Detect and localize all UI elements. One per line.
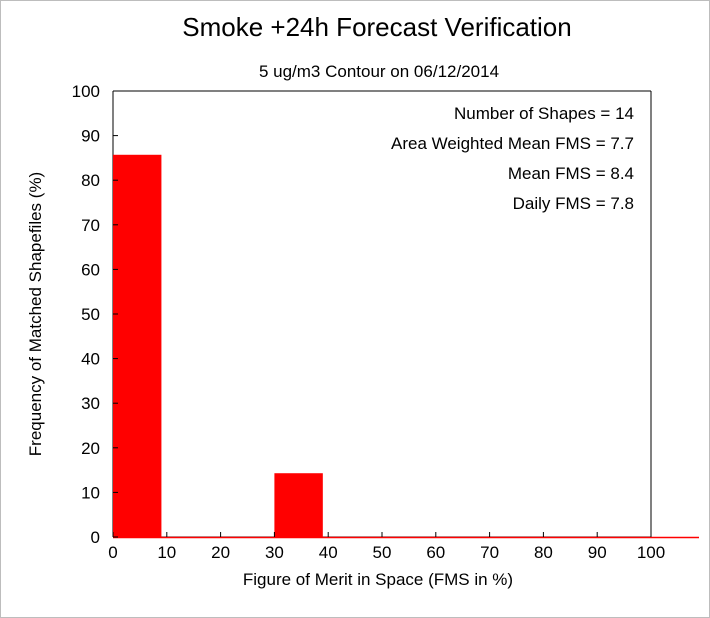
- x-tick-label: 60: [426, 543, 445, 562]
- y-tick-label: 10: [81, 483, 100, 502]
- x-axis-ticks: 0 10 20 30 40 50 60 70 80 90 100: [108, 532, 665, 562]
- stat-annotation: Mean FMS = 8.4: [508, 164, 634, 183]
- x-tick-label: 100: [637, 543, 665, 562]
- chart-subtitle: 5 ug/m3 Contour on 06/12/2014: [259, 62, 499, 81]
- y-tick-label: 100: [72, 82, 100, 101]
- x-tick-label: 40: [319, 543, 338, 562]
- y-tick-label: 20: [81, 439, 100, 458]
- bar-30-40: [274, 473, 323, 537]
- x-axis-label: Figure of Merit in Space (FMS in %): [243, 570, 513, 589]
- x-tick-label: 80: [534, 543, 553, 562]
- x-tick-label: 70: [480, 543, 499, 562]
- y-tick-label: 80: [81, 171, 100, 190]
- y-axis-ticks: 0 10 20 30 40 50 60 70 80 90 100: [72, 82, 118, 547]
- y-tick-label: 50: [81, 305, 100, 324]
- bar-0-10: [113, 154, 162, 537]
- stats-annotations: Number of Shapes = 14 Area Weighted Mean …: [391, 104, 634, 213]
- bars-layer: [113, 154, 323, 537]
- x-tick-label: 50: [373, 543, 392, 562]
- y-tick-label: 90: [81, 127, 100, 146]
- x-tick-label: 0: [108, 543, 117, 562]
- y-axis-label: Frequency of Matched Shapefiles (%): [26, 172, 45, 456]
- x-tick-label: 30: [265, 543, 284, 562]
- x-tick-label: 10: [157, 543, 176, 562]
- chart-title: Smoke +24h Forecast Verification: [182, 12, 571, 42]
- y-tick-label: 40: [81, 350, 100, 369]
- x-tick-label: 20: [211, 543, 230, 562]
- plot-frame: [112, 90, 699, 539]
- stat-annotation: Daily FMS = 7.8: [513, 194, 634, 213]
- y-tick-label: 70: [81, 216, 100, 235]
- stat-annotation: Number of Shapes = 14: [454, 104, 634, 123]
- x-tick-label: 90: [588, 543, 607, 562]
- y-tick-label: 0: [91, 528, 100, 547]
- y-tick-label: 30: [81, 394, 100, 413]
- stat-annotation: Area Weighted Mean FMS = 7.7: [391, 134, 634, 153]
- y-tick-label: 60: [81, 260, 100, 279]
